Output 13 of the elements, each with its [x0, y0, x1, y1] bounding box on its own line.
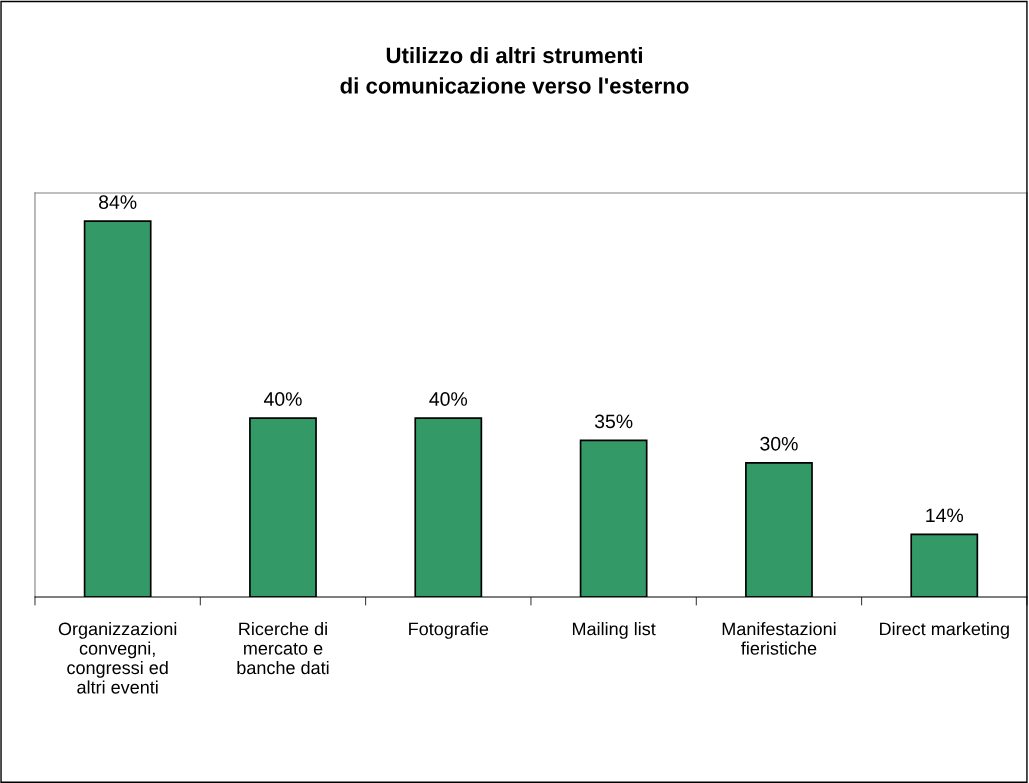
data-label: 40%: [429, 392, 468, 406]
chart-title: Utilizzo di altri strumenti di comunicazione verso l'esterno: [340, 46, 689, 94]
data-label: 35%: [594, 414, 633, 429]
x-tick-label: Organizzazioni convegni, congressi ed altri eventi: [58, 622, 177, 694]
x-tick-label: Direct marketing: [880, 622, 1009, 639]
data-label: 30%: [760, 436, 798, 451]
data-label: 40%: [263, 392, 302, 406]
data-label: 14%: [926, 508, 964, 523]
x-tick-label: Mailing list: [572, 622, 656, 639]
x-tick-label: Fotografie: [409, 622, 489, 639]
data-label: 84%: [99, 195, 137, 210]
x-tick-label: Ricerche di mercato e banche dati: [237, 622, 329, 675]
x-tick-label: Manifestazioni fieristiche: [722, 622, 836, 655]
